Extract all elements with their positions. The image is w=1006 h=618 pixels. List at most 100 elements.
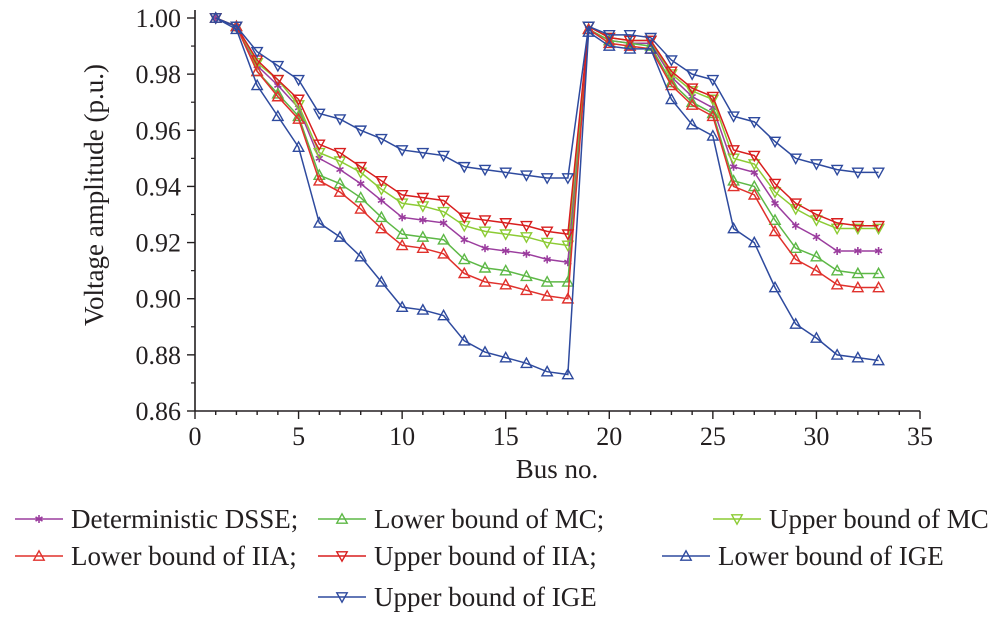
legend-label: Lower bound of IIA; — [71, 541, 297, 571]
data-point — [853, 246, 862, 255]
y-tick-label: 0.86 — [136, 397, 182, 426]
data-point — [460, 235, 469, 244]
x-tick-label: 30 — [803, 422, 829, 451]
data-point — [810, 264, 823, 276]
data-point — [706, 129, 720, 141]
y-tick-label: 0.88 — [136, 341, 182, 370]
data-point — [478, 275, 492, 287]
data-point — [747, 235, 761, 248]
data-point — [830, 278, 844, 290]
legend-label: Lower bound of IGE — [718, 541, 944, 571]
data-point — [250, 46, 264, 59]
data-point — [416, 241, 430, 254]
data-point — [872, 167, 885, 180]
data-point — [437, 247, 450, 259]
y-tick-label: 1.00 — [136, 4, 182, 33]
data-point — [685, 86, 699, 98]
y-axis-title: Voltage amplitude (p.u.) — [79, 64, 109, 326]
x-tick-label: 25 — [700, 422, 726, 451]
data-point — [292, 112, 305, 124]
data-point — [501, 246, 510, 255]
data-point — [810, 159, 823, 171]
data-point — [395, 300, 409, 312]
data-point — [499, 229, 513, 241]
series-layer — [209, 11, 885, 380]
data-point — [727, 221, 740, 234]
data-point — [833, 246, 842, 255]
legend-label: Lower bound of MC; — [374, 504, 604, 534]
data-point — [540, 275, 554, 287]
data-point — [333, 230, 347, 242]
data-point — [520, 283, 533, 296]
data-point — [851, 280, 865, 293]
data-point — [540, 226, 554, 238]
data-point — [768, 136, 782, 149]
data-point — [540, 289, 554, 301]
series-0 — [211, 14, 883, 267]
data-point — [292, 74, 305, 87]
data-point — [706, 109, 720, 122]
x-tick-label: 15 — [493, 422, 519, 451]
data-point — [602, 36, 616, 49]
data-point — [747, 150, 761, 163]
data-point — [874, 246, 883, 255]
data-point — [395, 227, 409, 240]
data-point — [292, 94, 305, 107]
series-line — [215, 17, 879, 300]
data-point — [830, 223, 844, 236]
data-point — [457, 266, 471, 279]
series-line — [215, 17, 879, 283]
data-point — [602, 32, 616, 45]
data-point — [312, 139, 326, 151]
series-4 — [209, 13, 885, 241]
data-point — [602, 39, 616, 51]
legend-item: Upper bound of MC — [713, 504, 989, 534]
series-1 — [209, 11, 885, 287]
data-point — [810, 215, 823, 227]
y-tick-label: 0.92 — [136, 229, 182, 258]
data-point — [312, 174, 326, 186]
legend: Deterministic DSSE; Lower bound of MC; Upp… — [15, 504, 989, 612]
x-tick-label: 0 — [189, 422, 202, 451]
data-point — [457, 252, 471, 265]
data-point — [706, 94, 720, 107]
legend-marker — [32, 549, 46, 561]
data-point — [789, 317, 803, 329]
data-point — [250, 64, 264, 77]
legend-marker — [335, 592, 349, 604]
data-point — [872, 266, 885, 279]
x-tick-label: 10 — [389, 422, 415, 451]
data-point — [789, 198, 803, 210]
data-point — [271, 60, 285, 73]
x-tick-label: 5 — [292, 422, 305, 451]
y-tick-label: 0.94 — [136, 172, 182, 201]
data-point — [561, 275, 575, 287]
data-point — [437, 308, 450, 321]
data-point — [354, 167, 368, 180]
data-point — [623, 29, 637, 42]
y-tick-label: 0.96 — [136, 116, 182, 145]
data-point — [665, 69, 678, 81]
legend-label: Upper bound of MC — [769, 504, 989, 534]
data-point — [830, 164, 844, 177]
data-point — [543, 255, 552, 264]
data-point — [520, 220, 533, 233]
data-point — [872, 223, 885, 236]
data-point — [292, 140, 305, 152]
data-point — [416, 230, 430, 242]
data-point — [665, 66, 678, 78]
data-point — [540, 365, 554, 377]
data-point — [665, 55, 678, 67]
data-point — [540, 173, 554, 185]
legend-marker — [730, 514, 744, 526]
data-point — [499, 264, 513, 276]
data-point — [851, 167, 865, 180]
y-tick-label: 0.98 — [136, 60, 182, 89]
data-point — [333, 147, 347, 160]
data-point — [377, 196, 386, 205]
data-point — [437, 233, 450, 245]
data-point — [271, 89, 285, 102]
data-point — [747, 117, 761, 129]
data-point — [789, 241, 803, 254]
